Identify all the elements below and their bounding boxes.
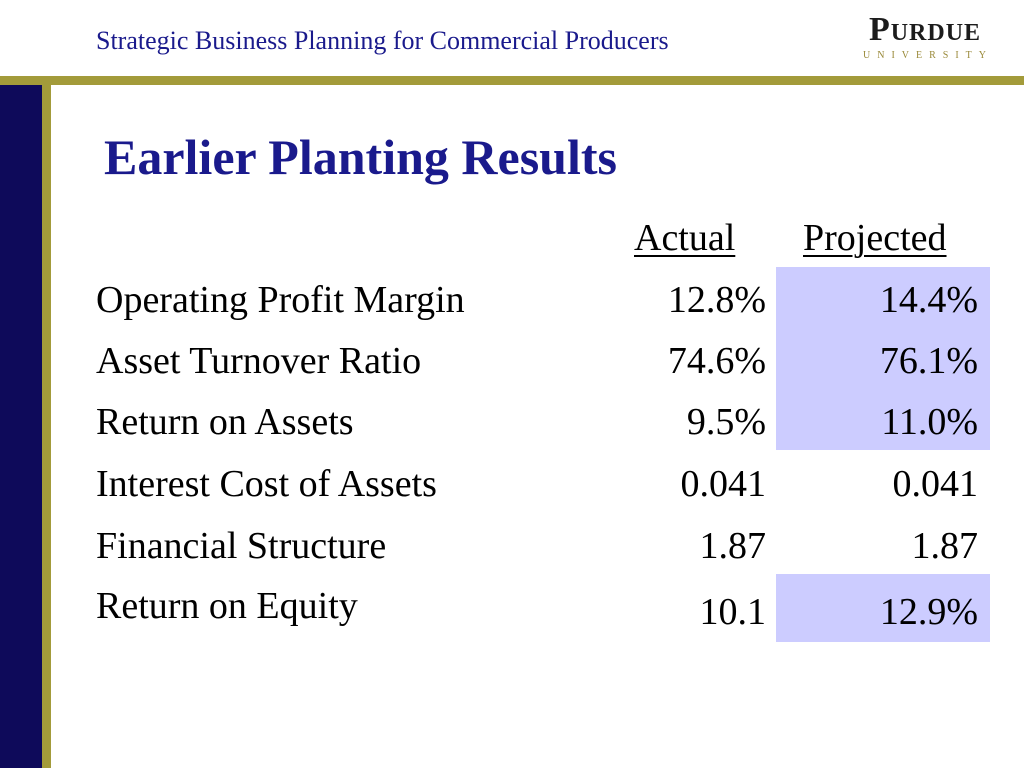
top-gold-rule <box>0 76 1024 85</box>
cell-actual: 9.5% <box>686 401 766 443</box>
row-label: Asset Turnover Ratio <box>96 340 422 382</box>
logo-wordmark: Purdue <box>868 11 982 48</box>
cell-actual: 0.041 <box>680 463 767 505</box>
cell-projected: 11.0% <box>881 401 978 443</box>
cell-projected: 12.9% <box>879 591 978 633</box>
left-gold-rule <box>42 85 51 768</box>
cell-projected: 0.041 <box>892 463 979 505</box>
row-label: Financial Structure <box>96 525 387 567</box>
row-label: Return on Assets <box>96 401 354 443</box>
cell-projected: 76.1% <box>879 340 978 382</box>
header-title: Strategic Business Planning for Commerci… <box>96 26 669 55</box>
column-header-projected: Projected <box>803 217 947 259</box>
left-navy-bar <box>0 85 42 768</box>
cell-projected: 14.4% <box>879 279 978 321</box>
row-label: Return on Equity <box>96 585 358 627</box>
slide-title: Earlier Planting Results <box>104 129 617 185</box>
logo-subtitle: UNIVERSITY <box>863 50 993 61</box>
purdue-logo: Purdue UNIVERSITY <box>848 10 1002 66</box>
cell-projected: 1.87 <box>911 525 979 567</box>
row-label: Interest Cost of Assets <box>96 463 437 505</box>
row-label: Operating Profit Margin <box>96 279 465 321</box>
highlight-block-top <box>776 267 990 450</box>
cell-actual: 74.6% <box>667 340 766 382</box>
column-header-actual: Actual <box>634 217 736 259</box>
highlight-block-bottom <box>776 574 990 642</box>
cell-actual: 1.87 <box>699 525 767 567</box>
cell-actual: 10.1 <box>699 591 767 633</box>
cell-actual: 12.8% <box>667 279 766 321</box>
